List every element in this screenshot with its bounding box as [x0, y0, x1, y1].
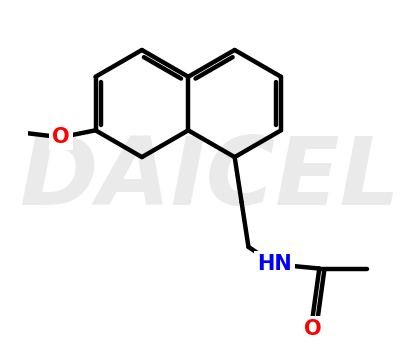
Text: HN: HN	[257, 254, 292, 274]
Text: O: O	[52, 127, 70, 147]
Text: O: O	[303, 319, 321, 339]
Text: DAICEL: DAICEL	[18, 133, 400, 225]
